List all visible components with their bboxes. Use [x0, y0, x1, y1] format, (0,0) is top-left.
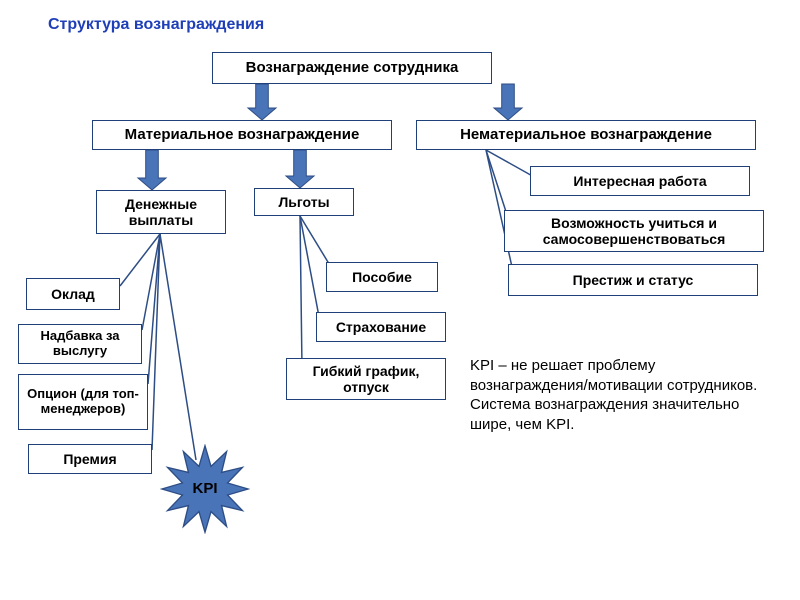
connector-line	[160, 234, 196, 460]
node-benefits: Льготы	[254, 188, 354, 216]
node-allowance: Пособие	[326, 262, 438, 292]
connector-line	[300, 216, 302, 368]
node-material: Материальное вознаграждение	[92, 120, 392, 150]
node-bonus: Премия	[28, 444, 152, 474]
node-learn: Возможность учиться и самосовершенствова…	[504, 210, 764, 252]
connector-line	[142, 234, 160, 330]
block-arrow-icon	[248, 84, 276, 120]
node-interest: Интересная работа	[530, 166, 750, 196]
node-nonmat: Нематериальное вознаграждение	[416, 120, 756, 150]
block-arrow-icon	[286, 150, 314, 188]
kpi-starburst: KPI	[160, 444, 250, 534]
kpi-label: KPI	[160, 480, 250, 497]
connector-line	[300, 216, 320, 322]
node-prestige: Престиж и статус	[508, 264, 758, 296]
node-option: Опцион (для топ-менеджеров)	[18, 374, 148, 430]
diagram-stage: Структура вознаграждения Вознаграждение …	[0, 0, 800, 600]
node-seniority: Надбавка за выслугу	[18, 324, 142, 364]
kpi-note: KPI – не решает проблему вознаграждения/…	[470, 356, 770, 434]
connector-line	[120, 234, 160, 286]
node-root: Вознаграждение сотрудника	[212, 52, 492, 84]
node-money: Денежные выплаты	[96, 190, 226, 234]
connector-line	[486, 150, 536, 178]
connectors-layer	[0, 0, 800, 600]
page-title: Структура вознаграждения	[48, 16, 264, 34]
node-salary: Оклад	[26, 278, 120, 310]
connector-line	[148, 234, 160, 384]
block-arrow-icon	[494, 84, 522, 120]
node-flex: Гибкий график, отпуск	[286, 358, 446, 400]
block-arrow-icon	[138, 150, 166, 190]
connector-line	[152, 234, 160, 450]
node-insurance: Страхование	[316, 312, 446, 342]
